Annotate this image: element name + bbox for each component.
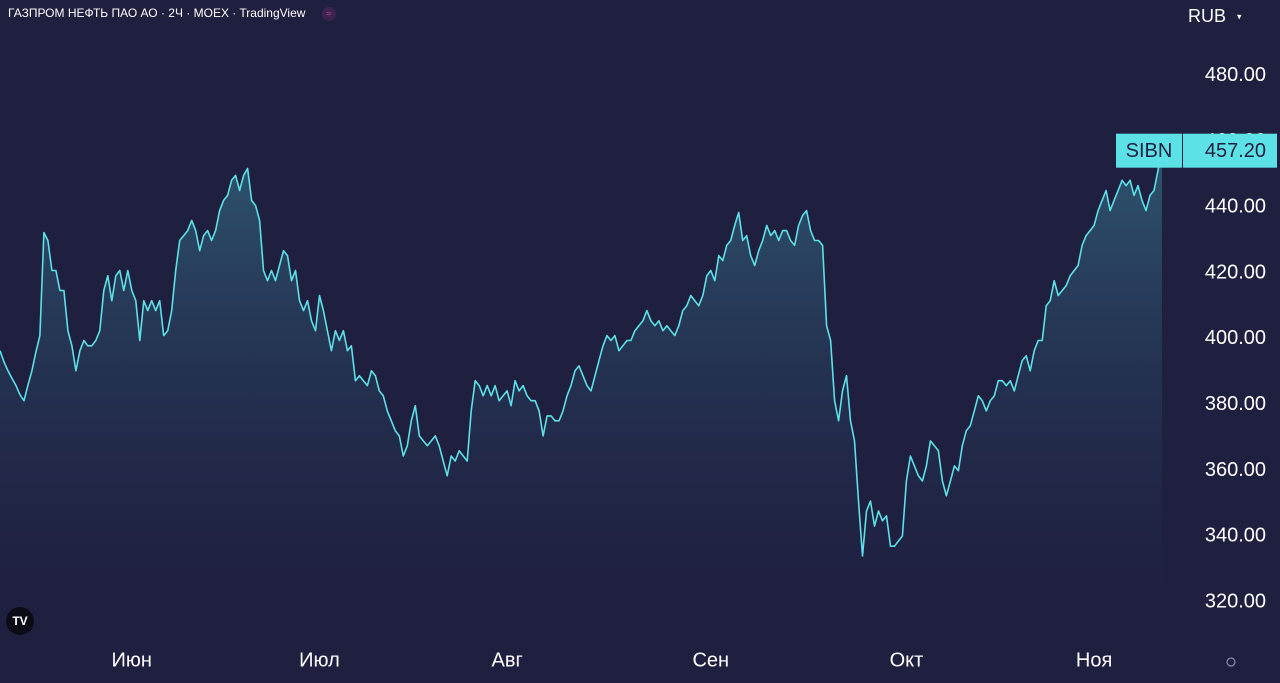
- plot-area: [0, 150, 1163, 635]
- currency-caret: ▾: [1237, 11, 1242, 21]
- x-tick-label: Июн: [112, 649, 152, 671]
- y-tick-label: 380.00: [1205, 393, 1266, 415]
- y-tick-label: 340.00: [1205, 525, 1266, 547]
- status-icon[interactable]: [322, 7, 336, 21]
- price-label: 457.20: [1205, 140, 1266, 162]
- y-tick-label: 320.00: [1205, 590, 1266, 612]
- currency-label[interactable]: RUB: [1188, 6, 1226, 26]
- x-tick-label: Авг: [491, 649, 522, 671]
- x-tick-label: Окт: [890, 649, 924, 671]
- y-tick-label: 440.00: [1205, 196, 1266, 218]
- price-line: [0, 150, 1163, 557]
- symbol-label: SIBN: [1126, 140, 1173, 162]
- settings-icon[interactable]: [1226, 657, 1236, 667]
- price-badge: [1183, 133, 1277, 168]
- status-icon-glyph: ≈: [327, 8, 332, 18]
- x-tick-label: Ноя: [1076, 649, 1112, 671]
- chart-title: ГАЗПРОМ НЕФТЬ ПАО АО · 2Ч · MOEX · Tradi…: [8, 6, 306, 20]
- y-tick-label: 360.00: [1205, 459, 1266, 481]
- last-price-tag: SIBN 457.20: [1116, 133, 1277, 168]
- svg-text:TV: TV: [12, 614, 27, 628]
- symbol-badge: [1116, 133, 1182, 168]
- x-tick-label: Сен: [692, 649, 729, 671]
- x-tick-label: Июл: [299, 649, 340, 671]
- y-tick-label: 420.00: [1205, 261, 1266, 283]
- area: [0, 150, 1162, 635]
- tradingview-logo[interactable]: TV: [6, 607, 34, 635]
- y-tick-label: 480.00: [1205, 64, 1266, 86]
- y-tick-label: 400.00: [1205, 327, 1266, 349]
